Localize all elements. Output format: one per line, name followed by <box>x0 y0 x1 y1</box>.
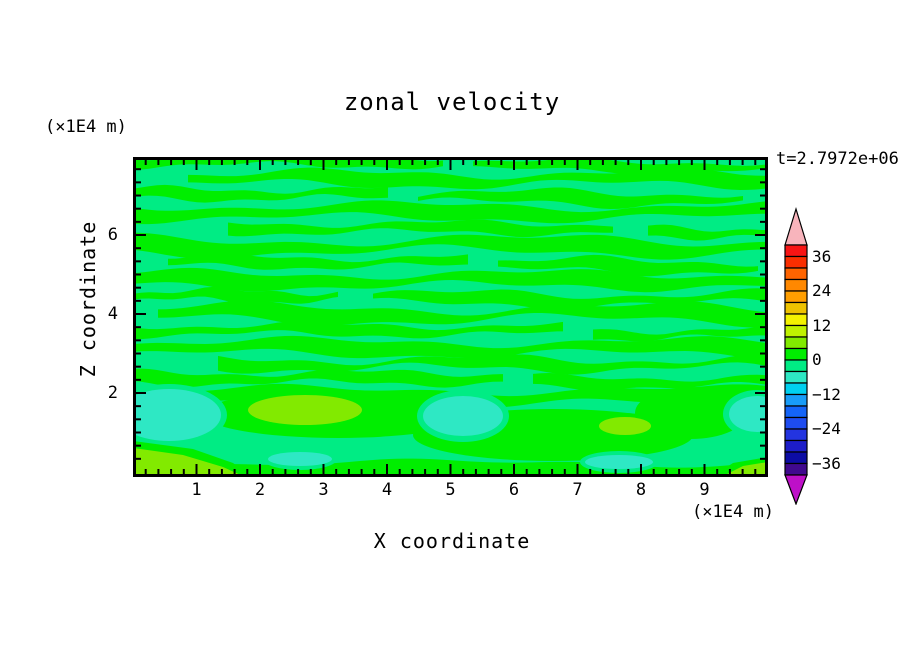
page-title: zonal velocity <box>343 88 561 116</box>
colorbar-segment <box>784 370 808 384</box>
colorbar <box>784 206 808 505</box>
colorbar-segment <box>784 324 808 338</box>
colorbar-tick-label: 0 <box>812 350 822 369</box>
colorbar-segment <box>784 313 808 327</box>
contour-plot <box>133 157 768 477</box>
colorbar-segment <box>784 359 808 373</box>
colorbar-segment <box>784 255 808 269</box>
x-tick-label: 8 <box>635 480 647 500</box>
colorbar-tick-label: −12 <box>812 384 841 404</box>
colorbar-segment <box>784 405 808 419</box>
colorbar-segment <box>784 393 808 407</box>
colorbar-segment <box>784 416 808 430</box>
z-axis-unit-label: (×1E4 m) <box>45 117 127 137</box>
colorbar-tick-label: 12 <box>812 315 832 335</box>
x-tick-label: 9 <box>699 480 710 500</box>
colorbar-segment <box>784 382 808 396</box>
x-axis-unit-label: (×1E4 m) <box>692 502 774 522</box>
lower-cells <box>136 384 765 474</box>
colorbar-tick-label: −24 <box>812 419 841 438</box>
colorbar-segment <box>784 439 808 453</box>
colorbar-segment <box>784 336 808 350</box>
x-tick-label: 2 <box>254 480 266 500</box>
colorbar-segment <box>784 428 808 442</box>
x-tick-label: 6 <box>508 480 520 500</box>
colorbar-over-arrow <box>784 206 808 246</box>
colorbar-segment <box>784 267 808 281</box>
x-tick-label: 7 <box>572 480 583 500</box>
x-tick-label: 3 <box>318 480 329 500</box>
colorbar-segment <box>784 290 808 304</box>
colorbar-segment <box>784 451 808 465</box>
z-tick-label: 2 <box>107 383 118 403</box>
z-axis-title: Z coordinate <box>76 220 100 378</box>
colorbar-tick-label: 24 <box>812 281 832 300</box>
time-annotation: t=2.7972e+06 <box>776 149 899 169</box>
colorbar-segment <box>784 347 808 361</box>
x-axis-title: X coordinate <box>373 529 531 553</box>
x-tick-label: 1 <box>191 480 202 500</box>
x-tick-label: 5 <box>445 480 456 500</box>
contour-field <box>136 160 765 474</box>
colorbar-under-arrow <box>784 474 808 505</box>
axis-ticks <box>136 160 765 474</box>
colorbar-segment <box>784 278 808 292</box>
z-tick-label: 6 <box>107 225 118 245</box>
x-tick-label: 4 <box>381 480 393 500</box>
plot-border <box>133 157 768 477</box>
colorbar-segment <box>784 301 808 315</box>
z-tick-label: 4 <box>107 304 118 324</box>
colorbar-segment <box>784 244 808 258</box>
colorbar-tick-label: −36 <box>812 453 841 473</box>
colorbar-tick-label: 36 <box>812 246 832 266</box>
colorbar-segment <box>784 462 808 476</box>
